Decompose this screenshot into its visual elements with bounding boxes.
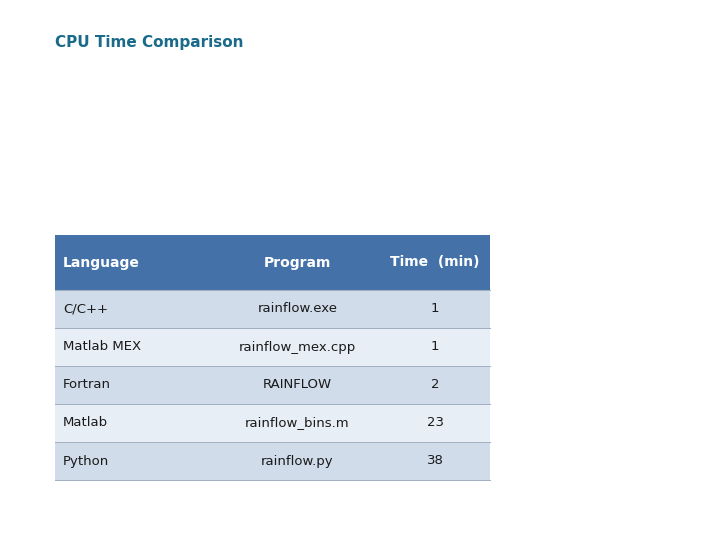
- Text: Time  (min): Time (min): [390, 255, 480, 269]
- Text: Matlab: Matlab: [63, 416, 108, 429]
- Text: 1: 1: [431, 341, 439, 354]
- Bar: [55, 404, 490, 442]
- Text: Matlab MEX: Matlab MEX: [63, 341, 141, 354]
- Text: Python: Python: [63, 455, 109, 468]
- Text: Program: Program: [264, 255, 331, 269]
- Text: rainflow_bins.m: rainflow_bins.m: [246, 416, 350, 429]
- Bar: [55, 290, 490, 328]
- Text: rainflow.py: rainflow.py: [261, 455, 334, 468]
- Text: rainflow.exe: rainflow.exe: [258, 302, 338, 315]
- Bar: [55, 366, 490, 404]
- Text: rainflow_mex.cpp: rainflow_mex.cpp: [239, 341, 356, 354]
- Text: CPU Time Comparison: CPU Time Comparison: [55, 35, 243, 50]
- Text: RAINFLOW: RAINFLOW: [263, 379, 332, 392]
- Text: 2: 2: [431, 379, 439, 392]
- Bar: [55, 328, 490, 366]
- Bar: [55, 235, 490, 290]
- Text: 38: 38: [426, 455, 444, 468]
- Text: C/C++: C/C++: [63, 302, 108, 315]
- Text: Language: Language: [63, 255, 140, 269]
- Text: Fortran: Fortran: [63, 379, 111, 392]
- Text: 1: 1: [431, 302, 439, 315]
- Text: 23: 23: [426, 416, 444, 429]
- Bar: [55, 442, 490, 480]
